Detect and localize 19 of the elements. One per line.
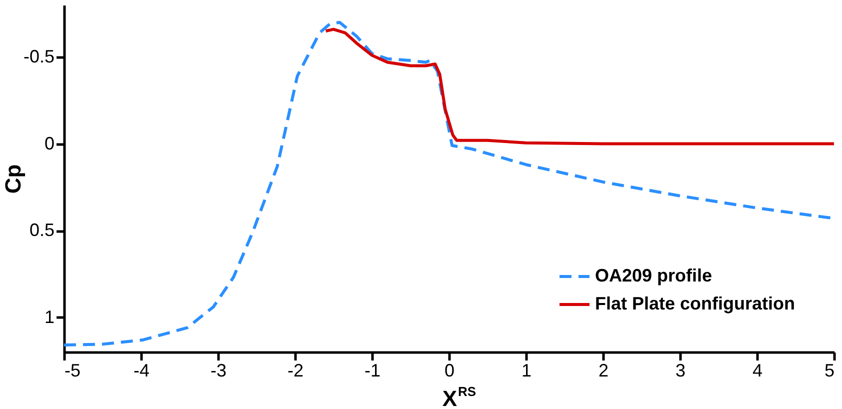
x-tick-label: -4 [133,360,150,380]
x-tick-label: 5 [824,360,834,380]
line-series [324,28,836,146]
x-tick-label: 4 [752,360,763,380]
legend-label: OA209 profile [595,266,712,286]
y-axis-title: Cp [0,164,26,194]
x-tick-label: -5 [64,360,81,380]
x-tick-label: 1 [521,360,532,380]
x-tick-label: -1 [364,360,381,380]
y-tick-label: 0 [44,133,54,154]
x-tick-label: -2 [287,360,304,380]
x-tick-label: 0 [444,360,455,380]
x-tick-label: 2 [598,360,609,380]
legend-label: Flat Plate configuration [595,294,796,314]
y-tick-label: -0.5 [23,46,54,67]
y-tick-label: 1 [44,306,54,327]
x-tick-label: 3 [675,360,686,380]
y-tick-label: 0.5 [29,220,54,240]
x-tick-label: -3 [210,360,227,380]
